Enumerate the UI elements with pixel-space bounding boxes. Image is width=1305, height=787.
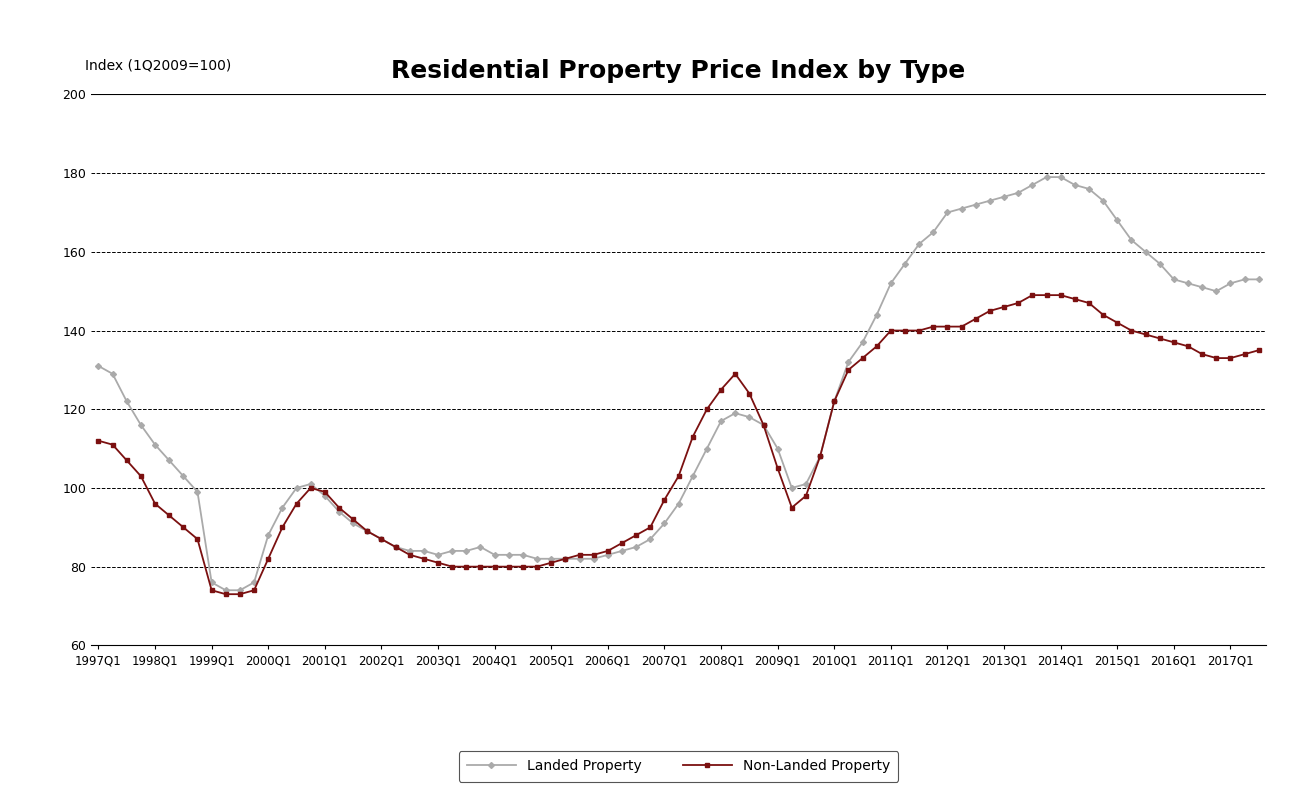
Landed Property <box>346 519 361 528</box>
Landed Property <box>1039 172 1054 182</box>
Non-Landed Property <box>1251 345 1267 355</box>
Landed Property <box>162 456 177 465</box>
Landed Property <box>1251 275 1267 284</box>
Legend: Landed Property, Non-Landed Property: Landed Property, Non-Landed Property <box>459 751 898 781</box>
Non-Landed Property <box>1010 298 1026 308</box>
Non-Landed Property <box>799 491 814 501</box>
Non-Landed Property <box>1024 290 1040 300</box>
Non-Landed Property <box>346 515 361 524</box>
Non-Landed Property <box>940 322 955 331</box>
Text: Index (1Q2009=100): Index (1Q2009=100) <box>86 58 232 72</box>
Landed Property <box>940 208 955 217</box>
Line: Landed Property: Landed Property <box>97 175 1261 593</box>
Landed Property <box>218 586 234 595</box>
Non-Landed Property <box>218 589 234 599</box>
Title: Residential Property Price Index by Type: Residential Property Price Index by Type <box>392 59 966 83</box>
Non-Landed Property <box>90 436 106 445</box>
Non-Landed Property <box>162 511 177 520</box>
Non-Landed Property <box>274 523 290 532</box>
Landed Property <box>799 479 814 489</box>
Landed Property <box>90 361 106 371</box>
Landed Property <box>274 503 290 512</box>
Landed Property <box>1010 188 1026 198</box>
Line: Non-Landed Property: Non-Landed Property <box>97 293 1261 597</box>
